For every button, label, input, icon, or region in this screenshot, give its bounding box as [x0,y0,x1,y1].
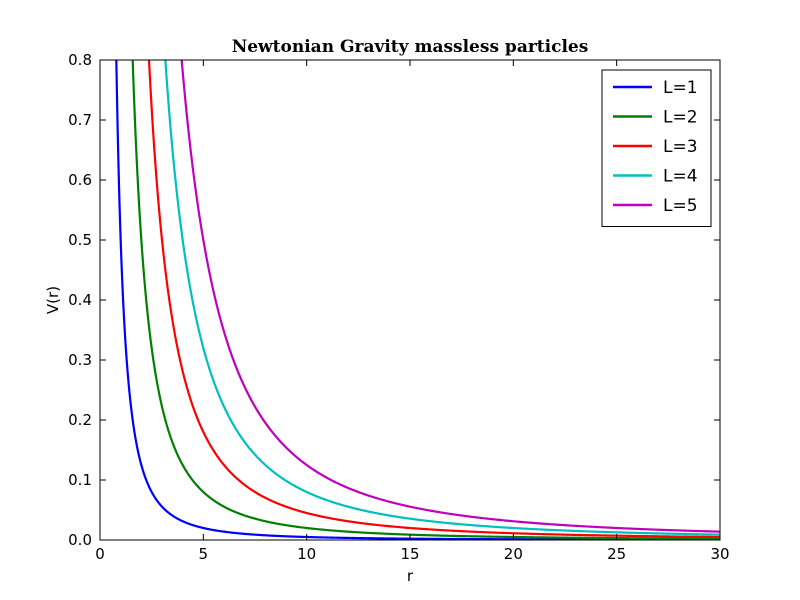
x-axis-label: r [407,567,414,585]
y-tick-label: 0.1 [68,471,92,489]
legend-label-4: L=4 [663,167,698,187]
x-tick-label: 20 [504,545,523,563]
series-line-3 [147,60,720,539]
series-line-2 [131,60,720,540]
y-axis-label: V(r) [44,286,62,314]
y-tick-label: 0.5 [68,231,92,249]
chart-title: Newtonian Gravity massless particles [232,37,589,57]
y-tick-label: 0.3 [68,351,92,369]
y-tick-label: 0.0 [68,531,92,549]
series-line-1 [115,60,720,540]
y-tick-label: 0.7 [68,111,92,129]
series-line-4 [164,60,720,536]
axis-ticks: 0 5 10 15 20 25 30 0.0 0.1 0.2 0.3 0.4 0.5 0.6 0.7 0.8 [68,51,729,563]
y-tick-label: 0.8 [68,51,92,69]
legend-label-2: L=2 [663,108,698,128]
legend-label-5: L=5 [663,196,698,216]
x-tick-label: 10 [297,545,316,563]
x-tick-label: 0 [95,545,105,563]
legend-label-1: L=1 [663,78,698,98]
x-tick-label: 30 [710,545,729,563]
plot-lines [115,60,720,540]
x-tick-label: 5 [199,545,209,563]
x-tick-label: 25 [607,545,626,563]
y-tick-label: 0.6 [68,171,92,189]
y-tick-label: 0.2 [68,411,92,429]
legend-label-3: L=3 [663,137,698,157]
legend-box [601,69,712,227]
series-line-5 [180,60,720,533]
legend: L=1 L=2 L=3 L=4 L=5 [601,69,712,227]
y-tick-label: 0.4 [68,291,92,309]
x-tick-label: 15 [400,545,419,563]
